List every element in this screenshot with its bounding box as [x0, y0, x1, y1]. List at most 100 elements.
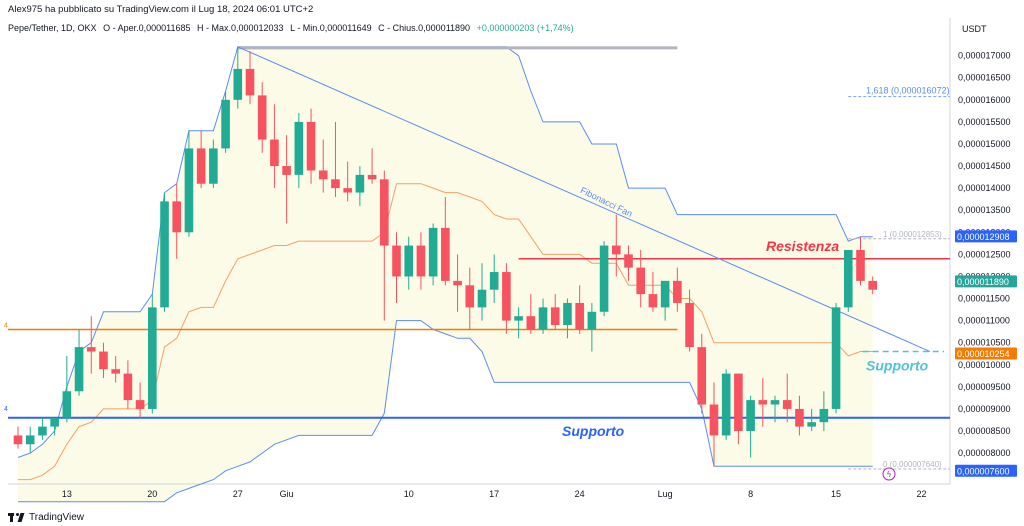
event-flag-icon — [882, 467, 896, 481]
candle-body — [196, 148, 206, 184]
x-tick-label: 17 — [489, 489, 499, 499]
y-tick-label: 0,000008000 — [958, 448, 1011, 458]
y-tick-label: 0,000013500 — [958, 205, 1011, 215]
x-tick-label: 10 — [404, 489, 414, 499]
x-tick-label: 20 — [147, 489, 157, 499]
candle-body — [709, 404, 719, 436]
price-tag-low-bg — [955, 464, 1017, 477]
candle-body — [294, 121, 304, 175]
fib-0-label: 0 (0,000007640) — [883, 460, 942, 469]
x-tick-label: 13 — [62, 489, 72, 499]
candle-body — [416, 245, 426, 277]
candle-body — [502, 272, 511, 321]
candle-body — [257, 95, 267, 140]
y-tick-label: 0,000008500 — [958, 426, 1011, 436]
candle-body — [636, 267, 646, 295]
candle-body — [148, 307, 157, 409]
candle-body — [856, 249, 865, 281]
candle-body — [270, 139, 279, 167]
candle-body — [746, 400, 755, 432]
candle-body — [50, 417, 59, 427]
candle-body — [331, 179, 340, 189]
candle-body — [428, 227, 438, 277]
candle-body — [245, 68, 255, 96]
mid-band-line — [18, 183, 873, 481]
candle-body — [819, 408, 829, 423]
lightning-icon: ϟ — [886, 470, 891, 479]
y-tick-label: 0,000012500 — [958, 249, 1011, 259]
candle-body — [807, 422, 816, 427]
footer-brand: TradingView — [29, 512, 85, 523]
candle-body — [563, 302, 572, 326]
candle-body — [673, 280, 682, 303]
y-tick-label: 0,000016500 — [958, 73, 1011, 83]
y-tick-label: 0,000015500 — [958, 117, 1011, 127]
candle-body — [465, 285, 475, 308]
candle-body — [734, 373, 743, 432]
y-tick-label: 0,000010500 — [958, 338, 1011, 348]
fib-1618-label: 1,618 (0,000016072) — [866, 86, 950, 96]
candle-body — [782, 400, 792, 409]
candle-body — [526, 316, 536, 330]
legend-low: L - Min.0,000011649 — [290, 23, 372, 33]
price-tag-low: 0,000007600 — [957, 466, 1010, 476]
resistance-annotation: Resistenza — [766, 238, 839, 254]
y-tick-label: 0,000009000 — [958, 404, 1011, 414]
candle-body — [514, 316, 523, 321]
y-tick-label: 0,000009500 — [958, 382, 1011, 392]
legend-change: +0,000000203 (+1,74%) — [476, 23, 574, 33]
x-tick-label: 8 — [748, 489, 753, 499]
candle-body — [611, 245, 621, 255]
candle-body — [209, 148, 218, 184]
blue-level-marker: 4 — [4, 406, 8, 413]
candle-body — [843, 249, 853, 308]
candle-body — [38, 426, 47, 436]
candle-body — [25, 435, 35, 445]
candle-body — [404, 245, 414, 277]
candle-body — [135, 400, 145, 409]
ohlc-legend: Pepe/Tether, 1D, OKX O - Aper.0,00001168… — [8, 23, 578, 33]
candle-body — [685, 302, 694, 348]
candle-body — [453, 280, 462, 286]
legend-high: H - Max.0,000012033 — [197, 23, 284, 33]
candle-body — [575, 302, 584, 330]
candle-body — [538, 307, 548, 330]
price-tag-last-bg — [955, 275, 1017, 288]
x-tick-label: 22 — [917, 489, 927, 499]
y-tick-label: 0,000011500 — [958, 294, 1010, 304]
tradingview-footer[interactable]: TradingView — [8, 512, 84, 523]
legend-symbol[interactable]: Pepe/Tether, 1D, OKX — [8, 23, 97, 33]
x-tick-label: 15 — [831, 489, 841, 499]
price-tag-last: 0,000011890 — [957, 277, 1009, 287]
tradingview-logo-icon — [8, 513, 25, 522]
candle-body — [550, 307, 560, 326]
candle-body — [306, 121, 316, 171]
candle-body — [758, 400, 768, 405]
candle-body — [477, 289, 487, 308]
candle-body — [489, 272, 499, 290]
orange-level-marker: 4 — [4, 322, 8, 329]
candle-body — [282, 166, 291, 175]
publish-header: Alex975 ha pubblicato su TradingView.com… — [8, 4, 314, 15]
candle-body — [160, 201, 169, 308]
candle-body — [86, 347, 96, 352]
candle-body — [13, 435, 23, 445]
x-tick-label: Giu — [280, 489, 294, 499]
y-tick-label: 0,000011000 — [958, 316, 1010, 326]
support-right-annotation: Supporto — [866, 358, 929, 374]
candle-body — [599, 245, 609, 312]
candle-body — [111, 369, 120, 374]
y-tick-label: 0,000017000 — [958, 51, 1011, 61]
candle-body — [795, 408, 804, 427]
x-tick-label: 27 — [233, 489, 243, 499]
candle-body — [172, 201, 182, 233]
candle-body — [392, 245, 401, 277]
y-tick-label: 0,000010000 — [958, 360, 1011, 370]
legend-close: C - Chius.0,000011890 — [378, 23, 471, 33]
price-tag-high: 0,000012908 — [957, 232, 1010, 242]
fibonacci-fan-line — [237, 46, 931, 352]
fib-1-label: 1 (0,000012853) — [883, 230, 942, 239]
candle-body — [355, 174, 365, 193]
y-tick-label: 0,000014500 — [958, 161, 1011, 171]
